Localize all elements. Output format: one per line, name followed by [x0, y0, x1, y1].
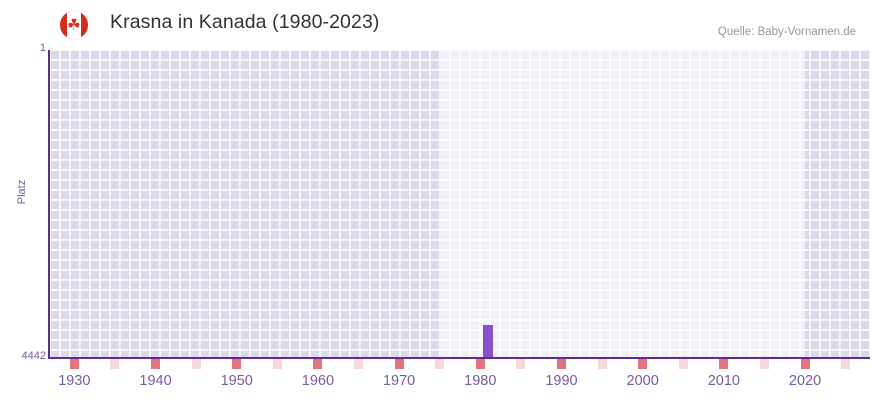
flag-band-left — [60, 11, 67, 39]
x-tick-mark-1945 — [191, 359, 201, 369]
x-tick-mark-1940 — [151, 359, 161, 369]
x-tick-mark-2025 — [841, 359, 851, 369]
x-axis-label-2010: 2010 — [707, 373, 740, 389]
x-tick-mark-2005 — [678, 359, 688, 369]
x-axis-label-1980: 1980 — [464, 373, 497, 389]
x-tick-mark-1980 — [475, 359, 485, 369]
maple-leaf-icon: ☘ — [67, 16, 81, 34]
bar-series — [50, 50, 870, 358]
canada-flag-icon: ☘ — [60, 11, 88, 39]
x-axis-label-1960: 1960 — [301, 373, 335, 389]
x-axis-label-2020: 2020 — [788, 373, 822, 389]
x-tick-mark-1975 — [435, 359, 445, 369]
x-axis-label-1970: 1970 — [382, 373, 416, 389]
x-axis-label-1950: 1950 — [220, 373, 253, 389]
plot-area — [50, 50, 870, 358]
x-axis-label-1990: 1990 — [545, 373, 578, 389]
x-tick-mark-1970 — [394, 359, 404, 369]
page-title: Krasna in Kanada (1980-2023) — [110, 11, 380, 33]
y-axis-tick-bottom: 4442 — [21, 350, 46, 362]
x-tick-mark-1955 — [272, 359, 282, 369]
x-tick-mark-1965 — [354, 359, 363, 369]
x-tick-mark-1985 — [516, 359, 526, 369]
chart-header: ☘ Krasna in Kanada (1980-2023) Quelle: B… — [0, 0, 873, 48]
bar-1981 — [483, 325, 494, 358]
x-axis-label-2000: 2000 — [626, 373, 659, 389]
x-tick-mark-1935 — [110, 359, 120, 369]
x-tick-mark-1930 — [69, 359, 79, 369]
x-axis-label-1940: 1940 — [139, 373, 172, 389]
x-axis-label-1930: 1930 — [58, 373, 91, 389]
x-tick-mark-2015 — [759, 359, 769, 369]
y-axis-title: Platz — [16, 179, 28, 205]
flag-band-right — [81, 11, 88, 39]
x-tick-mark-1995 — [597, 359, 607, 369]
y-axis-tick-top: 1 — [39, 42, 46, 54]
x-tick-mark-1950 — [232, 359, 242, 369]
y-axis-line — [48, 50, 50, 359]
x-tick-mark-2000 — [638, 359, 648, 369]
x-tick-mark-1990 — [556, 359, 566, 369]
x-tick-mark-1960 — [313, 359, 323, 369]
x-tick-mark-2010 — [719, 359, 729, 369]
source-attribution: Quelle: Baby-Vornamen.de — [717, 26, 856, 38]
x-axis-line — [48, 357, 870, 359]
x-tick-mark-2020 — [800, 359, 810, 369]
x-axis-tick-marks — [50, 359, 870, 369]
